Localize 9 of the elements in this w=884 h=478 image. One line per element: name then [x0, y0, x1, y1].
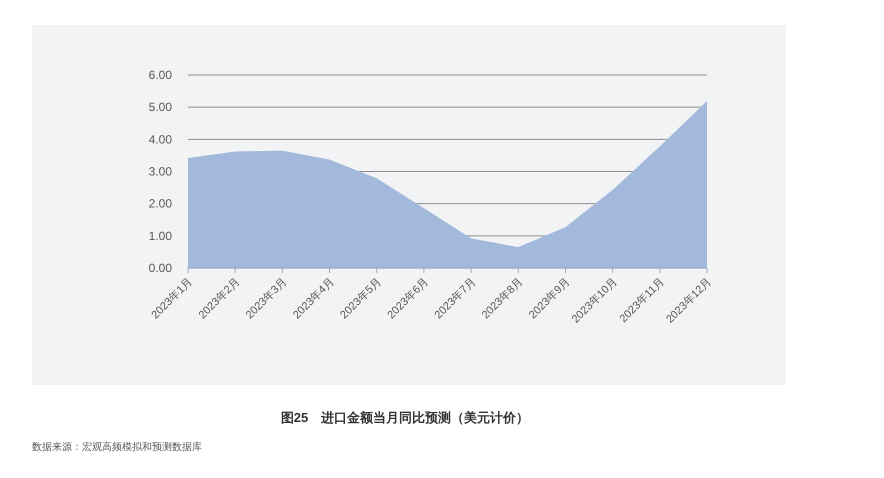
- y-tick-label: 5.00: [148, 100, 172, 114]
- y-tick-label: 2.00: [148, 196, 172, 211]
- y-tick-label: 4.00: [148, 132, 172, 146]
- y-tick-label: 0.00: [148, 261, 172, 275]
- text: 图25 进口金额当月同比预测（美元计价）: [280, 410, 530, 425]
- source-note: 数据来源：宏观高频模拟和预测数据库: [32, 441, 202, 453]
- y-tick-label: 3.00: [148, 164, 172, 178]
- y-tick-label: 1.00: [148, 228, 172, 243]
- y-tick-label: 6.00: [148, 68, 172, 82]
